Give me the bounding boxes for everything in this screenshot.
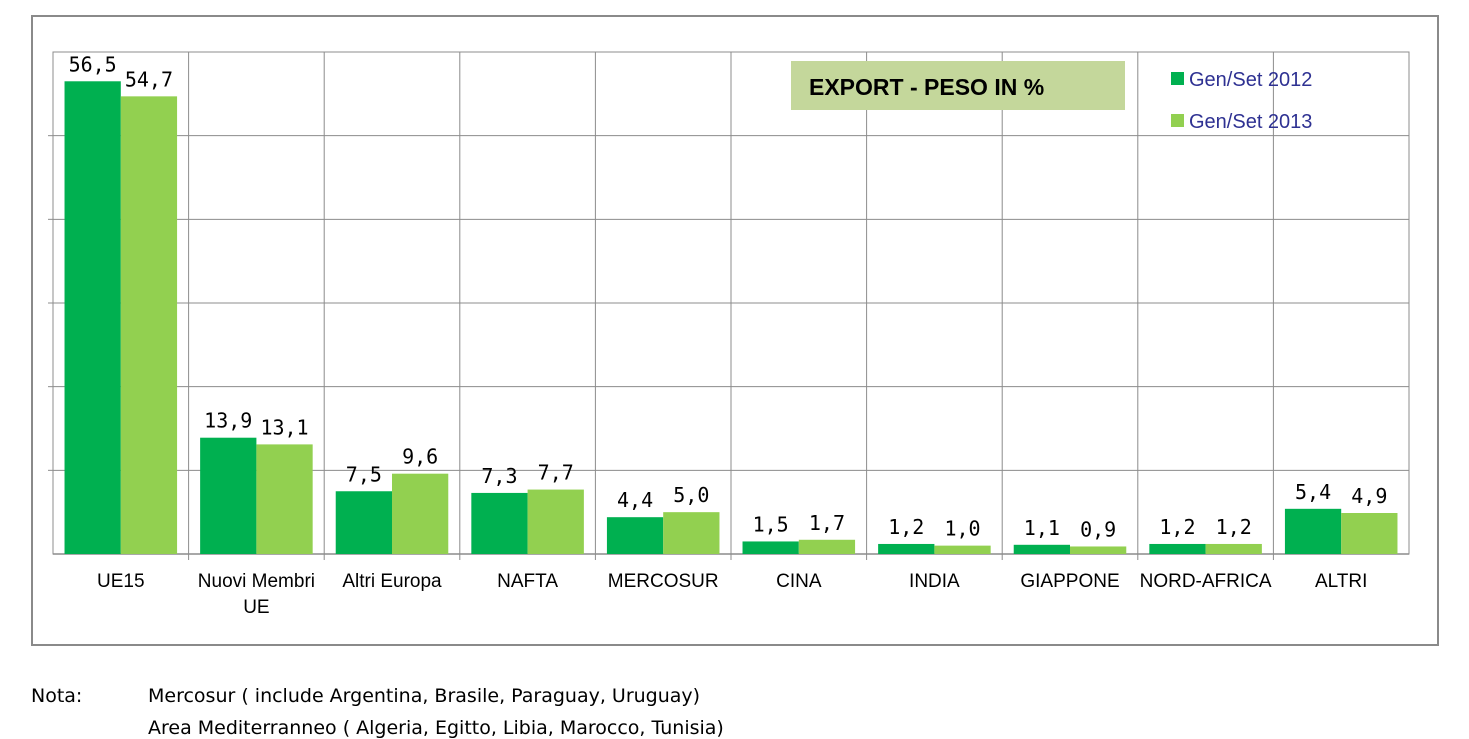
data-label: 0,9	[1080, 517, 1116, 541]
data-label: 1,5	[753, 512, 789, 536]
legend-label: Gen/Set 2013	[1189, 111, 1312, 133]
data-label: 1,1	[1024, 516, 1060, 540]
bar	[200, 437, 257, 554]
data-label: 4,4	[617, 488, 653, 512]
bar-chart: 56,5 13,9 7,5 7,3 4,4 1,5 1,2 1,1 1,2 5,4 54,7 13,1…	[48, 51, 1410, 618]
data-label: 56,5	[69, 52, 117, 76]
note-label: Nota:	[31, 685, 83, 707]
chart-frame: 56,5 13,9 7,5 7,3 4,4 1,5 1,2 1,1 1,2 5,4 54,7 13,1…	[31, 15, 1439, 646]
data-label: 5,0	[673, 483, 709, 507]
bar	[798, 539, 856, 554]
bar	[64, 81, 121, 555]
data-label: 1,0	[944, 517, 980, 541]
data-label: 7,5	[346, 462, 382, 486]
bar	[471, 492, 528, 554]
data-label: 13,9	[204, 409, 252, 433]
bar	[1284, 508, 1342, 554]
data-label: 54,7	[125, 67, 173, 91]
category-label: MERCOSUR	[608, 571, 719, 592]
bar	[742, 541, 799, 554]
bar	[392, 473, 449, 554]
data-label: 9,6	[402, 445, 438, 469]
bar	[663, 512, 720, 554]
data-label: 1,2	[1216, 515, 1252, 539]
category-label: ALTRI	[1315, 571, 1367, 592]
note-line-1: Mercosur ( include Argentina, Brasile, P…	[148, 685, 701, 707]
category-label: CINA	[776, 571, 822, 592]
note-line-2: Area Mediterranneo ( Algeria, Egitto, Li…	[148, 717, 724, 739]
category-label: UE	[243, 597, 269, 618]
category-label: GIAPPONE	[1020, 571, 1119, 592]
legend-swatch	[1171, 114, 1184, 127]
data-label: 5,4	[1295, 480, 1331, 504]
bar	[120, 96, 178, 555]
bar	[1205, 543, 1262, 554]
bar	[1341, 513, 1398, 554]
category-label: INDIA	[909, 571, 960, 592]
bar	[606, 517, 664, 554]
bar	[1070, 546, 1127, 554]
legend-label: Gen/Set 2012	[1189, 69, 1312, 91]
data-label: 1,7	[809, 511, 845, 535]
bar	[1013, 544, 1070, 554]
category-label: NAFTA	[497, 571, 558, 592]
category-label: NORD-AFRICA	[1140, 571, 1272, 592]
bar	[256, 444, 313, 554]
bar	[1149, 543, 1206, 554]
legend-swatch	[1171, 72, 1184, 85]
category-label: Nuovi Membri	[198, 571, 315, 592]
bar	[934, 545, 991, 554]
data-label: 7,7	[538, 461, 574, 485]
data-label: 1,2	[1159, 515, 1195, 539]
data-label: 13,1	[260, 415, 308, 439]
category-label: UE15	[97, 571, 145, 592]
chart-title: EXPORT - PESO IN %	[809, 74, 1044, 100]
category-label: Altri Europa	[342, 571, 442, 592]
data-label: 1,2	[888, 515, 924, 539]
data-label: 7,3	[481, 464, 517, 488]
title-box	[791, 61, 1125, 110]
bar	[527, 489, 584, 554]
bar	[335, 491, 392, 554]
bar	[878, 543, 935, 554]
data-label: 4,9	[1351, 484, 1387, 508]
